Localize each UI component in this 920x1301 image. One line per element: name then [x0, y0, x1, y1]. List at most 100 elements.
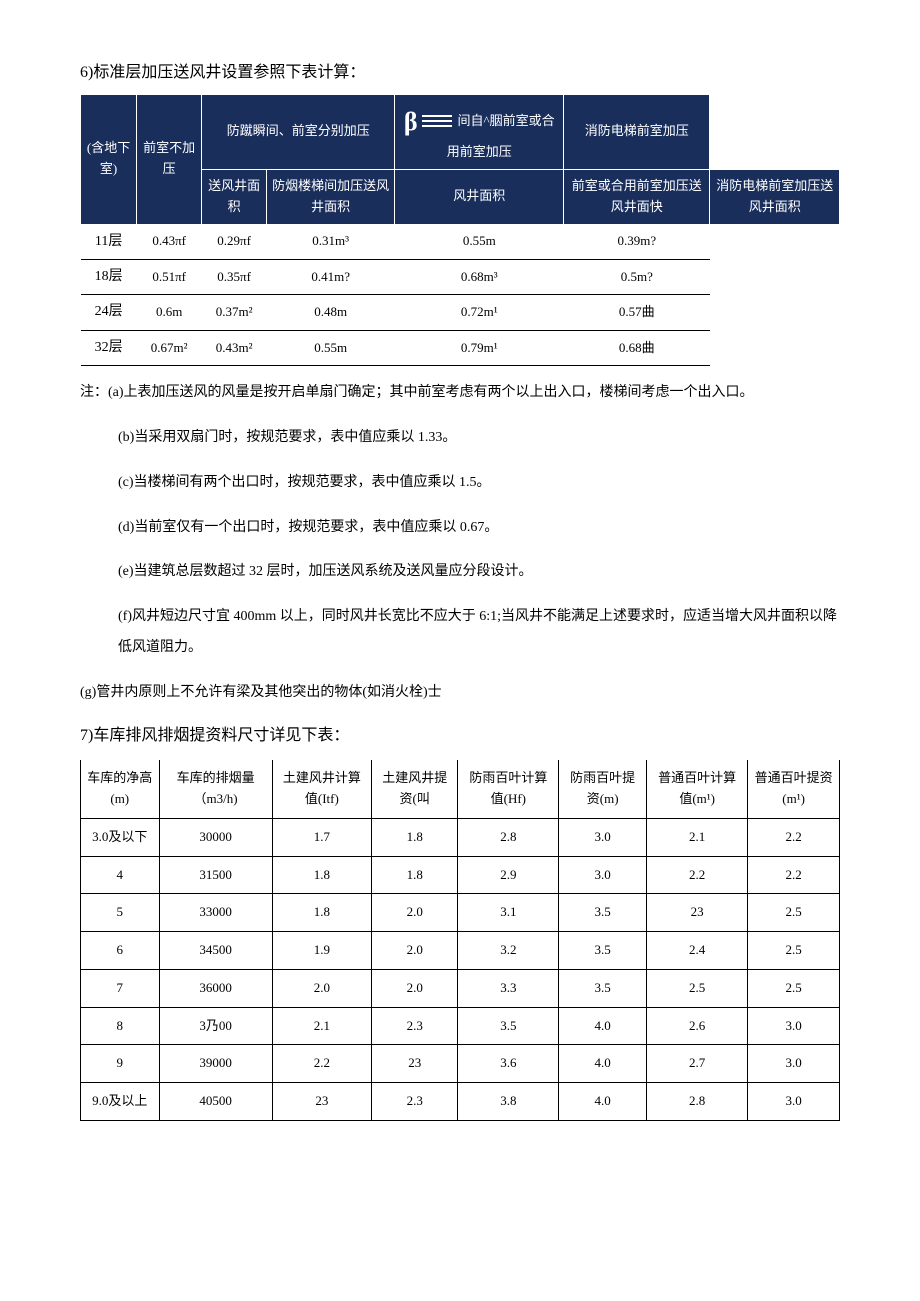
table-cell: 11层 [81, 224, 137, 259]
note-c: (c)当楼梯间有两个出口时，按规范要求，表中值应乘以 1.5。 [80, 468, 840, 499]
table-cell: 4.0 [559, 1045, 647, 1083]
section6-heading: 6)标准层加压送风井设置参照下表计算： [80, 60, 840, 86]
table-cell: 2.0 [372, 932, 458, 970]
note-g: (g)管井内原则上不允许有梁及其他突出的物体(如消火栓)士 [80, 678, 840, 709]
table-cell: 2.5 [748, 969, 840, 1007]
notes-block: 注：(a)上表加压送风的风量是按开启单扇门确定；其中前室考虑有两个以上出入口，楼… [80, 378, 840, 708]
table-cell: 9.0及以上 [81, 1083, 160, 1121]
table-row: 6345001.92.03.23.52.42.5 [81, 932, 840, 970]
table-header: 车库的净高(m) [81, 760, 160, 818]
table-cell: 33000 [159, 894, 272, 932]
th-separate: 防蹴瞬间、前室分别加压 [202, 94, 395, 169]
table-row: 83乃002.12.33.54.02.63.0 [81, 1007, 840, 1045]
table-cell: 3.0 [748, 1007, 840, 1045]
table-row: 7360002.02.03.33.52.52.5 [81, 969, 840, 1007]
table-cell: 3乃00 [159, 1007, 272, 1045]
table-cell: 3.6 [458, 1045, 559, 1083]
table-cell: 2.1 [272, 1007, 371, 1045]
table-cell: 0.51πf [137, 259, 202, 294]
table-cell: 1.8 [372, 856, 458, 894]
table-row: 32层0.67m²0.43m²0.55m0.79m¹0.68曲 [81, 330, 840, 365]
table-cell: 5 [81, 894, 160, 932]
table-cell: 0.68曲 [564, 330, 710, 365]
table-cell: 3.0 [748, 1045, 840, 1083]
table-cell: 2.6 [647, 1007, 748, 1045]
table-cell: 2.9 [458, 856, 559, 894]
table-cell: 3.1 [458, 894, 559, 932]
table-cell: 2.5 [647, 969, 748, 1007]
table-header: 土建风井提资(叫 [372, 760, 458, 818]
table-cell: 2.8 [458, 818, 559, 856]
th-sub-stair: 防烟楼梯间加压送风井面积 [267, 169, 395, 224]
table-header: 车库的排烟量（m3/h) [159, 760, 272, 818]
table-cell: 1.8 [272, 856, 371, 894]
table-cell: 3.5 [559, 969, 647, 1007]
table-cell: 1.7 [272, 818, 371, 856]
table-cell: 2.5 [748, 932, 840, 970]
garage-table: 车库的净高(m)车库的排烟量（m3/h)土建风井计算值(Itf)土建风井提资(叫… [80, 760, 840, 1121]
table-cell: 2.2 [748, 856, 840, 894]
table-cell: 0.68m³ [395, 259, 564, 294]
th-elevator: 消防电梯前室加压 [564, 94, 710, 169]
beta-icon: β [404, 101, 418, 143]
table-cell: 1.8 [272, 894, 371, 932]
table-row: 9390002.2233.64.02.73.0 [81, 1045, 840, 1083]
table-cell: 0.35πf [202, 259, 267, 294]
table-cell: 4 [81, 856, 160, 894]
th-no-press: 前室不加压 [137, 94, 202, 224]
table-header: 防雨百叶计算值(Hf) [458, 760, 559, 818]
table-cell: 0.43m² [202, 330, 267, 365]
table-cell: 23 [647, 894, 748, 932]
table-cell: 2.0 [372, 969, 458, 1007]
note-b: (b)当采用双扇门时，按规范要求，表中值应乘以 1.33。 [80, 423, 840, 454]
table-cell: 40500 [159, 1083, 272, 1121]
note-d: (d)当前室仅有一个出口时，按规范要求，表中值应乘以 0.67。 [80, 513, 840, 544]
table-cell: 4.0 [559, 1083, 647, 1121]
table-cell: 2.2 [272, 1045, 371, 1083]
table-header: 土建风井计算值(Itf) [272, 760, 371, 818]
table-cell: 7 [81, 969, 160, 1007]
table-cell: 0.37m² [202, 295, 267, 330]
th-floors: (含地下室) [81, 94, 137, 224]
th-sub-combined: 前室或合用前室加压送风井面快 [564, 169, 710, 224]
th-combined: β 间自^胭前室或合用前室加压 [395, 94, 564, 169]
table-cell: 2.7 [647, 1045, 748, 1083]
table-header: 防雨百叶提资(m) [559, 760, 647, 818]
table-cell: 2.1 [647, 818, 748, 856]
table-cell: 0.5m? [564, 259, 710, 294]
pressurization-table: (含地下室) 前室不加压 防蹴瞬间、前室分别加压 β间自^胭前室或合用前室加压 … [80, 94, 840, 367]
table-cell: 0.57曲 [564, 295, 710, 330]
table-cell: 18层 [81, 259, 137, 294]
table-row: 24层0.6m0.37m²0.48m0.72m¹0.57曲 [81, 295, 840, 330]
table-cell: 0.55m [395, 224, 564, 259]
table-cell: 34500 [159, 932, 272, 970]
table-cell: 39000 [159, 1045, 272, 1083]
table-cell: 0.72m¹ [395, 295, 564, 330]
table-cell: 2.4 [647, 932, 748, 970]
table-cell: 3.8 [458, 1083, 559, 1121]
table-cell: 30000 [159, 818, 272, 856]
table-cell: 2.2 [647, 856, 748, 894]
table-cell: 32层 [81, 330, 137, 365]
table-cell: 0.29πf [202, 224, 267, 259]
th-combined-text: 间自^胭前室或合用前室加压 [447, 112, 555, 159]
table-cell: 24层 [81, 295, 137, 330]
table-cell: 1.8 [372, 818, 458, 856]
table-cell: 3.5 [458, 1007, 559, 1045]
table-cell: 23 [372, 1045, 458, 1083]
table-cell: 2.0 [272, 969, 371, 1007]
table-cell: 0.55m [267, 330, 395, 365]
table-cell: 0.48m [267, 295, 395, 330]
table-cell: 2.8 [647, 1083, 748, 1121]
table-row: 9.0及以上40500232.33.84.02.83.0 [81, 1083, 840, 1121]
table-cell: 3.0 [559, 818, 647, 856]
table-cell: 0.79m¹ [395, 330, 564, 365]
table-cell: 2.0 [372, 894, 458, 932]
table-cell: 3.5 [559, 894, 647, 932]
table-cell: 9 [81, 1045, 160, 1083]
table-cell: 3.0 [748, 1083, 840, 1121]
table-cell: 2.3 [372, 1007, 458, 1045]
lines-icon [422, 112, 452, 130]
table-cell: 3.3 [458, 969, 559, 1007]
table-header: 普通百叶提资(m¹) [748, 760, 840, 818]
